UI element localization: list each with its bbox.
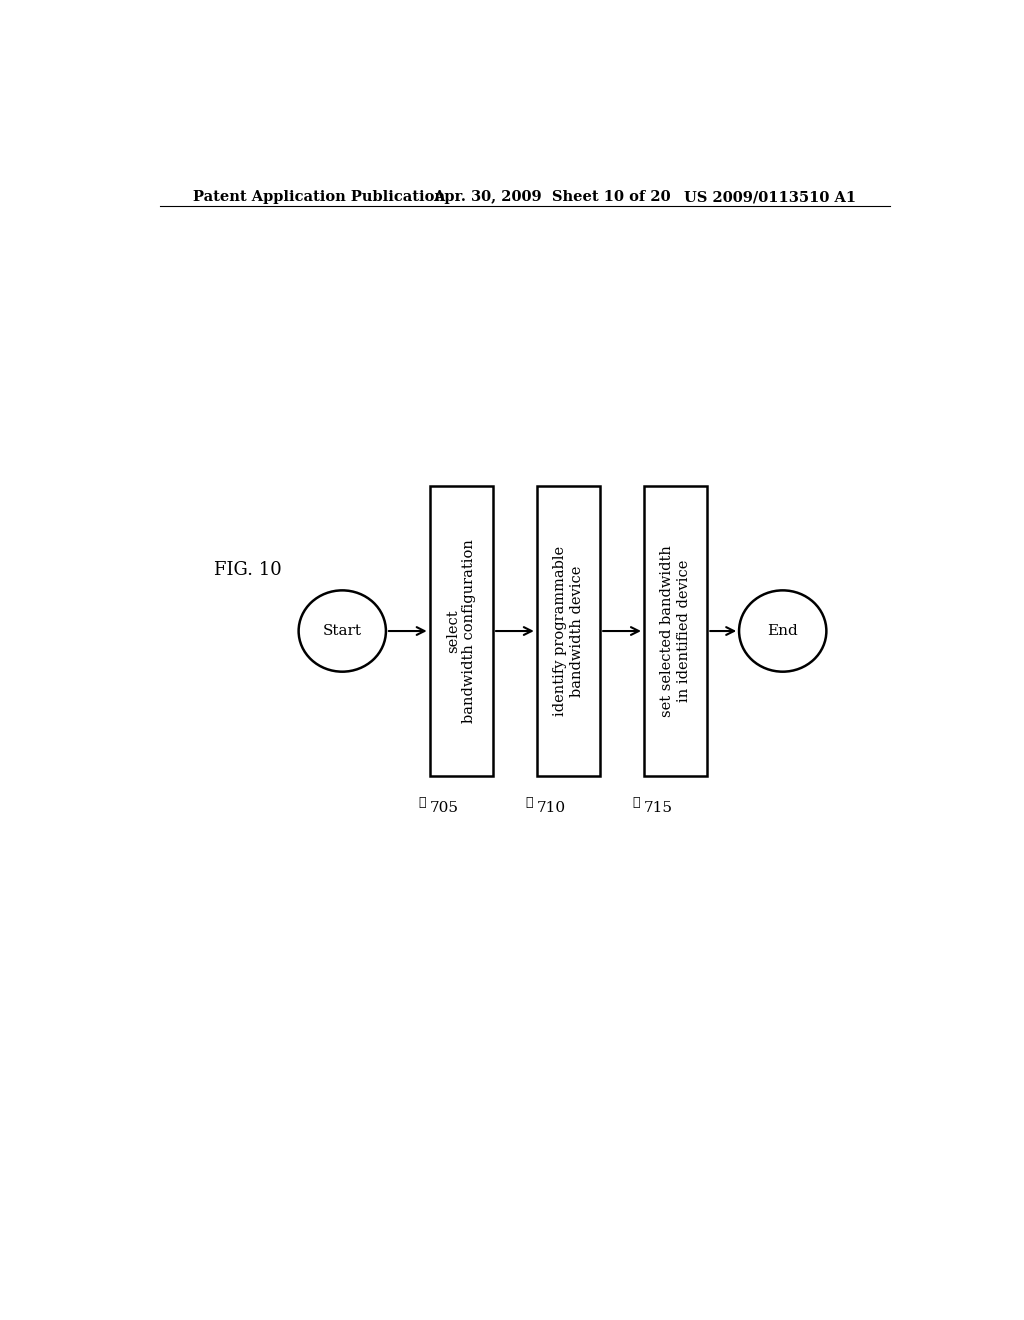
Text: 705: 705 (430, 801, 459, 816)
Ellipse shape (299, 590, 386, 672)
Text: End: End (767, 624, 798, 638)
Text: select
bandwidth configuration: select bandwidth configuration (446, 539, 476, 723)
Text: Patent Application Publication: Patent Application Publication (194, 190, 445, 205)
Text: US 2009/0113510 A1: US 2009/0113510 A1 (684, 190, 856, 205)
Text: ⌣: ⌣ (525, 796, 532, 809)
Bar (537, 486, 600, 776)
Text: 710: 710 (537, 801, 566, 816)
Bar (644, 486, 708, 776)
Text: ⌣: ⌣ (633, 796, 640, 809)
Ellipse shape (739, 590, 826, 672)
Text: identify programmable
bandwidth device: identify programmable bandwidth device (553, 546, 584, 715)
Text: Start: Start (323, 624, 361, 638)
Text: Apr. 30, 2009  Sheet 10 of 20: Apr. 30, 2009 Sheet 10 of 20 (433, 190, 671, 205)
Text: 715: 715 (644, 801, 673, 816)
Text: FIG. 10: FIG. 10 (214, 561, 282, 579)
Text: ⌣: ⌣ (418, 796, 426, 809)
Text: set selected bandwidth
in identified device: set selected bandwidth in identified dev… (660, 545, 690, 717)
Bar (430, 486, 494, 776)
